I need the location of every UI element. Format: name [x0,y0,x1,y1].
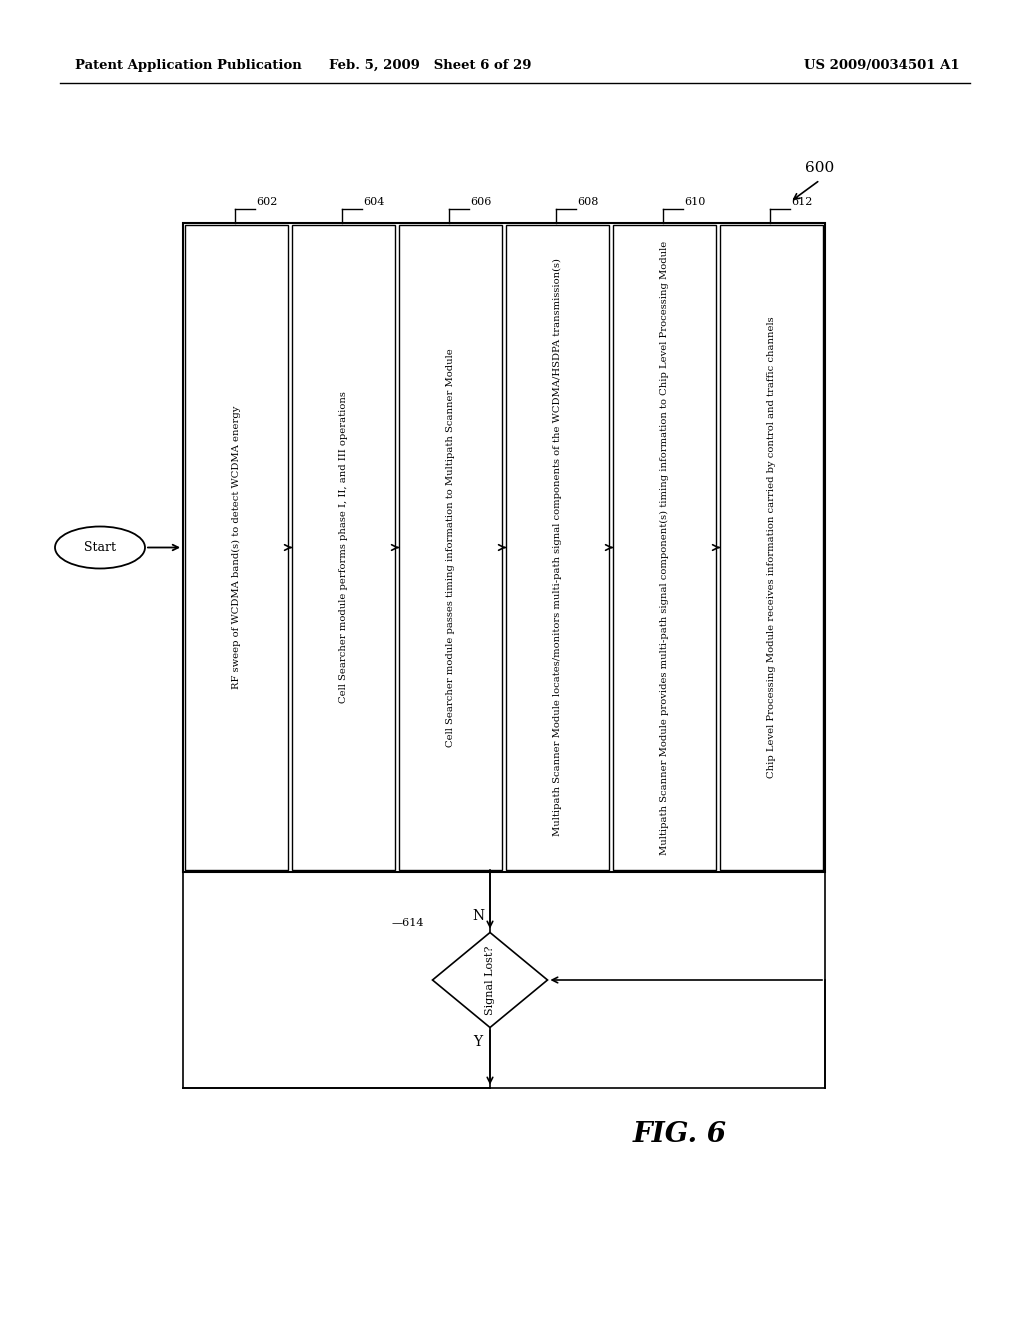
Bar [613,224,716,870]
Text: Multipath Scanner Module provides multi-path signal component(s) timing informat: Multipath Scanner Module provides multi-… [659,240,669,854]
Text: —614: —614 [392,917,425,928]
Text: N: N [472,908,484,923]
Text: Feb. 5, 2009   Sheet 6 of 29: Feb. 5, 2009 Sheet 6 of 29 [329,58,531,71]
Text: FIG. 6: FIG. 6 [633,1122,727,1148]
Text: Patent Application Publication: Patent Application Publication [75,58,302,71]
Ellipse shape [55,527,145,569]
Polygon shape [432,932,548,1027]
Bar [720,224,823,870]
Text: Cell Searcher module passes timing information to Multipath Scanner Module: Cell Searcher module passes timing infor… [446,348,455,747]
Bar [183,223,825,873]
Text: RF sweep of WCDMA band(s) to detect WCDMA energy: RF sweep of WCDMA band(s) to detect WCDM… [232,405,241,689]
Text: 604: 604 [364,197,385,207]
Text: Y: Y [473,1035,482,1049]
Text: Start: Start [84,541,116,554]
Bar [185,224,288,870]
Text: 612: 612 [792,197,813,207]
Text: 608: 608 [578,197,599,207]
Bar [399,224,502,870]
Bar [506,224,609,870]
Text: US 2009/0034501 A1: US 2009/0034501 A1 [805,58,961,71]
Text: 602: 602 [256,197,278,207]
Text: 606: 606 [470,197,492,207]
Text: 610: 610 [684,197,706,207]
Text: Chip Level Processing Module receives information carried by control and traffic: Chip Level Processing Module receives in… [767,317,776,779]
Text: Signal Lost?: Signal Lost? [485,945,495,1015]
Text: Multipath Scanner Module locates/monitors multi-path signal components of the WC: Multipath Scanner Module locates/monitor… [553,259,562,837]
Text: Cell Searcher module performs phase I, II, and III operations: Cell Searcher module performs phase I, I… [339,392,348,704]
Bar [292,224,395,870]
Text: 600: 600 [805,161,835,176]
